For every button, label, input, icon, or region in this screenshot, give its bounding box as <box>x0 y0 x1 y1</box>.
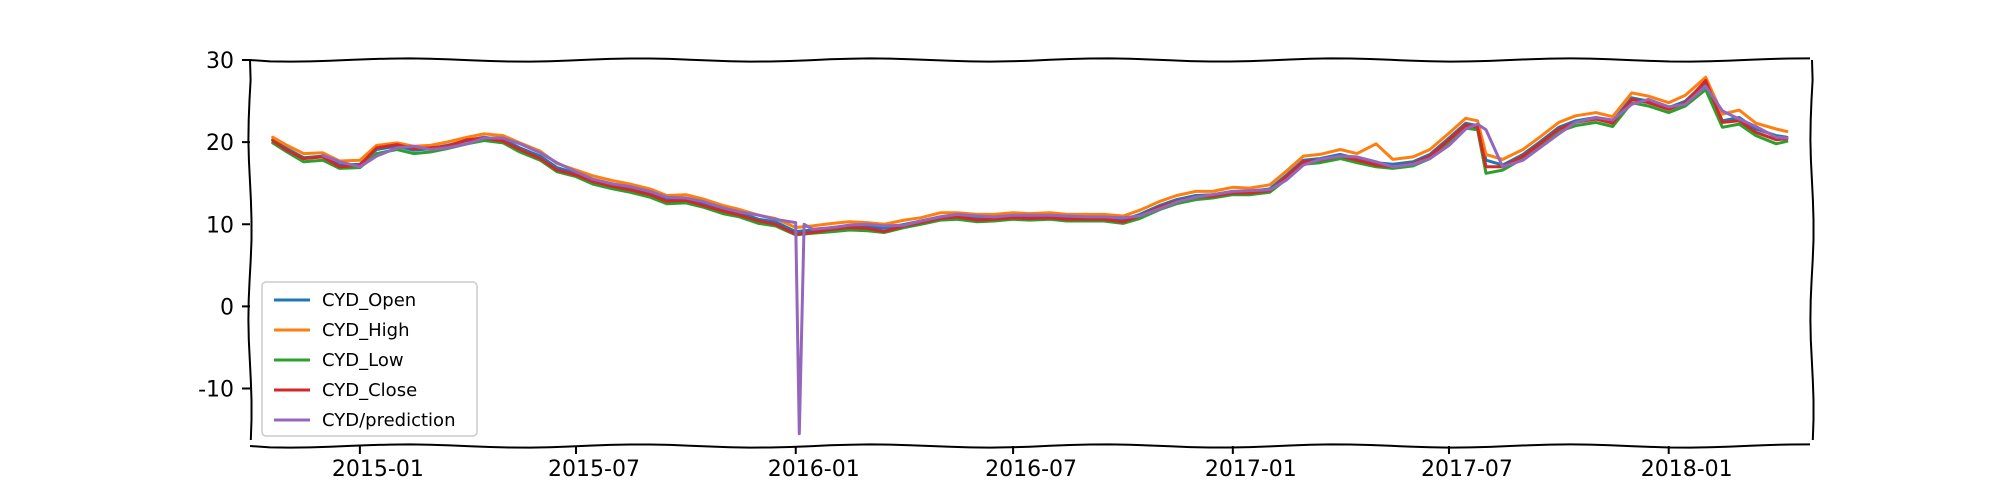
frame-top <box>249 57 1811 63</box>
legend-label-1: CYD_High <box>322 320 409 341</box>
y-tick-label-0: 30 <box>206 49 234 74</box>
x-tick-label-3: 2016-07 <box>985 457 1077 482</box>
legend: CYD_Open CYD_High CYD_Low CYD_Close CYD/pred… <box>261 281 478 437</box>
y-tick-label-1: 20 <box>206 131 234 156</box>
series-line-1 <box>271 75 1789 229</box>
x-tick-label-1: 2015-07 <box>548 457 640 482</box>
y-tick-label-4: -10 <box>198 378 234 403</box>
x-tick-label-5: 2017-07 <box>1421 457 1513 482</box>
series-line-0 <box>271 80 1789 234</box>
frame-left <box>247 59 253 441</box>
legend-label-3: CYD_Close <box>322 380 417 401</box>
legend-label-0: CYD_Open <box>322 290 416 311</box>
series-layer <box>271 75 1789 436</box>
x-tick-label-2: 2016-01 <box>768 457 860 482</box>
y-tick-label-2: 10 <box>206 213 234 238</box>
y-tick-label-3: 0 <box>220 295 234 320</box>
legend-box <box>261 281 478 437</box>
series-line-4 <box>321 84 1789 436</box>
y-axis: 30 20 10 0 -10 <box>198 49 250 403</box>
plot-frame <box>247 57 1815 449</box>
frame-bottom <box>249 443 1811 449</box>
x-axis: 2015-01 2015-07 2016-01 2016-07 2017-01 2017-… <box>332 446 1733 482</box>
legend-label-2: CYD_Low <box>322 350 404 371</box>
x-tick-label-0: 2015-01 <box>332 457 424 482</box>
x-tick-label-4: 2017-01 <box>1205 457 1297 482</box>
series-line-3 <box>271 79 1789 236</box>
x-tick-label-6: 2018-01 <box>1641 457 1733 482</box>
frame-right <box>1809 59 1815 441</box>
legend-label-4: CYD/prediction <box>322 410 455 431</box>
